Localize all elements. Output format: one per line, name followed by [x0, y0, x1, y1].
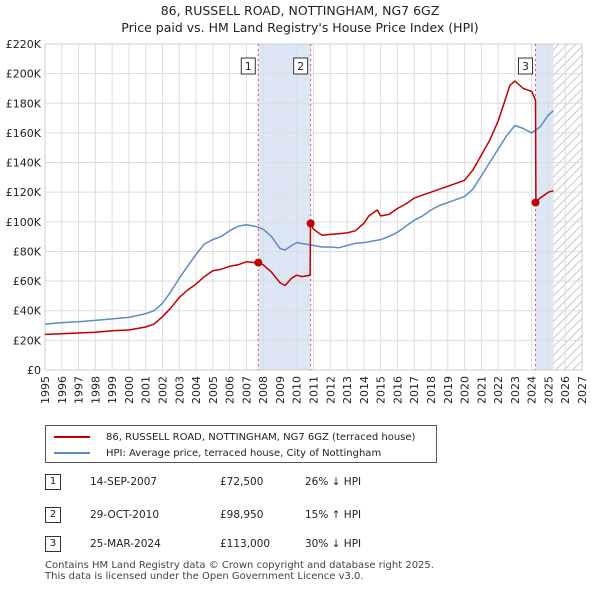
transaction-price: £72,500: [220, 476, 264, 488]
x-tick-label: 2009: [274, 376, 287, 404]
y-tick-label: £40K: [13, 305, 42, 318]
x-tick-label: 2021: [475, 376, 488, 404]
transaction-date: 29-OCT-2010: [90, 509, 159, 521]
y-tick-label: £200K: [6, 68, 42, 81]
x-tick-label: 2014: [358, 376, 371, 404]
x-tick-label: 2017: [408, 376, 421, 404]
x-tick-label: 1997: [73, 376, 86, 404]
x-tick-label: 2020: [459, 376, 472, 404]
x-tick-label: 2024: [526, 376, 539, 404]
x-tick-label: 2018: [425, 376, 438, 404]
transaction-hpi-diff: 15% ↑ HPI: [305, 509, 362, 521]
x-tick-label: 2027: [576, 376, 589, 404]
y-tick-label: £80K: [13, 245, 42, 258]
footer-line-1: Contains HM Land Registry data © Crown c…: [45, 560, 434, 571]
transaction-row: 3 25-MAR-2024 £113,000 30% ↓ HPI: [45, 536, 445, 552]
x-tick-label: 2010: [291, 376, 304, 404]
x-tick-label: 2012: [324, 376, 337, 404]
footer-attribution: Contains HM Land Registry data © Crown c…: [45, 560, 434, 582]
sale-period-shade: [258, 44, 311, 370]
transaction-number: 2: [45, 507, 61, 523]
x-tick-label: 2013: [341, 376, 354, 404]
sale-period-shade: [535, 44, 554, 370]
transaction-hpi-diff: 26% ↓ HPI: [305, 476, 362, 488]
transaction-hpi-diff: 30% ↓ HPI: [305, 538, 362, 550]
x-tick-label: 2015: [375, 376, 388, 404]
sale-label-box: [518, 57, 534, 75]
legend-label-hpi: HPI: Average price, terraced house, City…: [106, 447, 382, 459]
x-tick-label: 2022: [492, 376, 505, 404]
y-tick-label: £60K: [13, 275, 42, 288]
x-tick-label: 1996: [56, 376, 69, 404]
legend-item-hpi: HPI: Average price, terraced house, City…: [54, 446, 381, 460]
legend-swatch-property: [54, 436, 90, 438]
x-tick-label: 2006: [224, 376, 237, 404]
transaction-price: £98,950: [220, 509, 264, 521]
sale-point: [531, 198, 540, 207]
x-tick-label: 2004: [190, 376, 203, 404]
sale-label: 2: [297, 60, 304, 73]
x-tick-label: 2023: [509, 376, 522, 404]
plot-border: [44, 43, 583, 371]
property-price-line: [44, 80, 554, 336]
x-tick-label: 2026: [559, 376, 572, 404]
sale-label: 1: [245, 60, 252, 73]
transaction-date: 14-SEP-2007: [90, 476, 158, 488]
x-tick-label: 2007: [240, 376, 253, 404]
x-tick-label: 2002: [156, 376, 169, 404]
y-tick-label: £140K: [6, 157, 42, 170]
legend-item-property: 86, RUSSELL ROAD, NOTTINGHAM, NG7 6GZ (t…: [54, 430, 415, 444]
sale-label: 3: [522, 60, 529, 73]
x-tick-label: 2016: [391, 376, 404, 404]
chart-subtitle: Price paid vs. HM Land Registry's House …: [121, 20, 479, 35]
sale-point: [254, 258, 263, 267]
transaction-number: 3: [45, 536, 61, 552]
legend-swatch-hpi: [54, 452, 90, 454]
chart-legend: 86, RUSSELL ROAD, NOTTINGHAM, NG7 6GZ (t…: [45, 425, 437, 463]
x-tick-label: 2019: [442, 376, 455, 404]
x-tick-label: 2005: [207, 376, 220, 404]
transaction-row: 1 14-SEP-2007 £72,500 26% ↓ HPI: [45, 474, 445, 490]
x-tick-label: 2011: [308, 376, 321, 404]
footer-line-2: This data is licensed under the Open Gov…: [45, 571, 364, 582]
transaction-date: 25-MAR-2024: [90, 538, 161, 550]
x-tick-label: 2025: [542, 376, 555, 404]
y-tick-label: £100K: [6, 216, 42, 229]
y-tick-label: £180K: [6, 97, 42, 110]
x-tick-label: 2008: [257, 376, 270, 404]
x-tick-label: 2001: [140, 376, 153, 404]
x-tick-label: 1998: [89, 376, 102, 404]
transaction-number: 1: [45, 474, 61, 490]
y-tick-label: £0: [27, 364, 41, 377]
y-tick-label: £20K: [13, 334, 42, 347]
y-tick-label: £160K: [6, 127, 42, 140]
transaction-price: £113,000: [220, 538, 271, 550]
hpi-line: [44, 110, 554, 325]
sale-label-box: [240, 57, 256, 75]
x-tick-label: 2003: [173, 376, 186, 404]
x-tick-label: 2000: [123, 376, 136, 404]
legend-label-property: 86, RUSSELL ROAD, NOTTINGHAM, NG7 6GZ (t…: [106, 431, 416, 443]
chart-title: 86, RUSSELL ROAD, NOTTINGHAM, NG7 6GZ: [160, 3, 440, 18]
x-tick-label: 1999: [106, 376, 119, 404]
x-tick-label: 1995: [39, 376, 52, 404]
sale-point: [306, 219, 315, 228]
transaction-row: 2 29-OCT-2010 £98,950 15% ↑ HPI: [45, 507, 445, 523]
y-tick-label: £120K: [6, 186, 42, 199]
price-chart: £0 £20K £40K £60K £80K £100K £120K £140K £160K £1…: [6, 38, 589, 404]
forecast-hatch: [553, 44, 582, 370]
y-tick-label: £220K: [6, 38, 42, 51]
sale-label-box: [293, 57, 309, 75]
